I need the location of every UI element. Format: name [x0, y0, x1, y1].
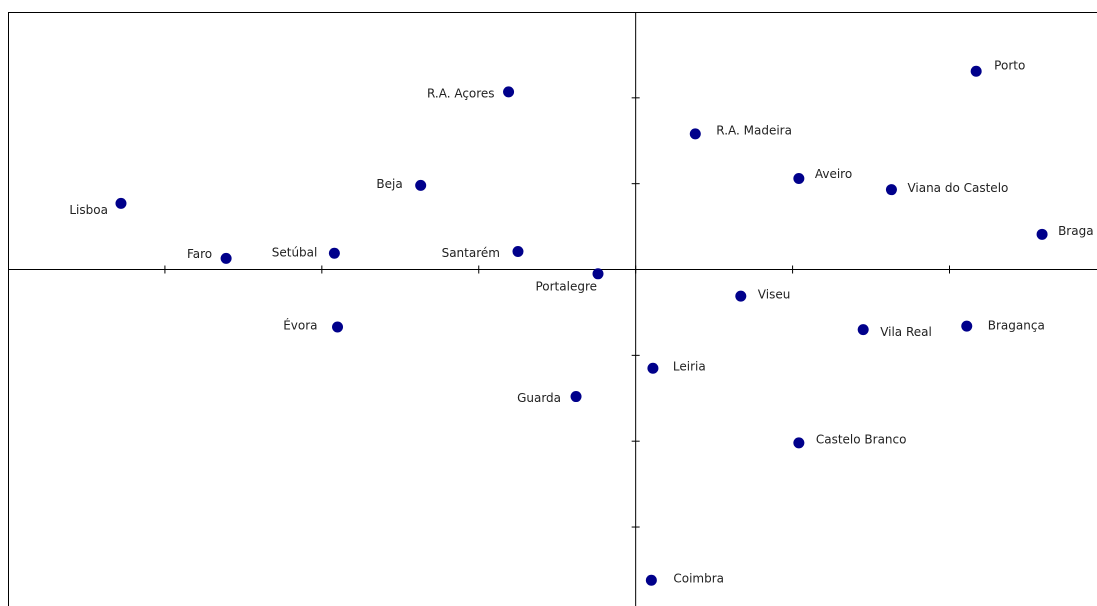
- point-label: Setúbal: [272, 246, 318, 260]
- point-label: R.A. Madeira: [716, 123, 792, 137]
- point: [970, 65, 982, 77]
- point-label: Lisboa: [69, 203, 108, 217]
- point: [735, 290, 747, 302]
- point-label: Viseu: [758, 288, 791, 302]
- point-label: R.A. Açores: [427, 86, 495, 100]
- point: [115, 197, 127, 209]
- point: [961, 320, 973, 332]
- point: [793, 437, 805, 449]
- point-label: Guarda: [517, 391, 561, 405]
- point-label: Beja: [376, 177, 402, 191]
- point-label: Viana do Castelo: [907, 181, 1008, 195]
- point: [885, 184, 897, 196]
- point-label: Vila Real: [880, 325, 932, 339]
- point-label: Faro: [187, 247, 212, 261]
- point: [220, 252, 232, 264]
- point: [857, 324, 869, 336]
- point-label: Braga: [1058, 224, 1094, 238]
- point: [415, 179, 427, 191]
- point: [512, 245, 524, 257]
- point-label: Santarém: [442, 246, 500, 260]
- point-label: Portalegre: [535, 279, 597, 293]
- point-label: Évora: [283, 318, 317, 333]
- point-label: Castelo Branco: [816, 432, 907, 446]
- point: [689, 128, 701, 140]
- plot-frame: [8, 12, 1097, 606]
- point-label: Coimbra: [673, 572, 724, 586]
- point-label: Leiria: [673, 360, 706, 374]
- point: [570, 391, 582, 403]
- point: [332, 321, 344, 333]
- point-label: Porto: [994, 59, 1025, 73]
- point: [592, 268, 604, 280]
- point: [645, 574, 657, 586]
- point: [647, 362, 659, 374]
- point: [793, 173, 805, 185]
- point: [1036, 228, 1048, 240]
- point-label: Aveiro: [815, 167, 852, 181]
- point: [328, 247, 340, 259]
- point: [503, 86, 515, 98]
- point-label: Bragança: [988, 319, 1045, 333]
